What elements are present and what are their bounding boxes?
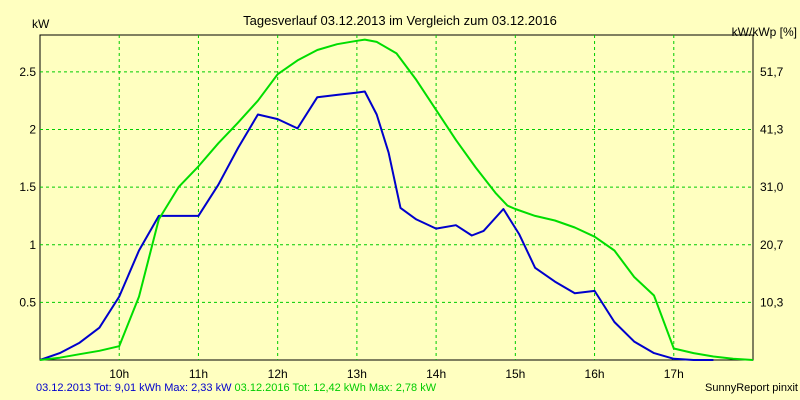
y-tick-label-left: 2.5 bbox=[19, 65, 36, 79]
x-tick-label: 13h bbox=[347, 367, 367, 381]
y-axis-label-right: kW/kWp [%] bbox=[732, 25, 797, 39]
x-tick-label: 15h bbox=[505, 367, 525, 381]
tick-layer: 10h 11h 12h 13h 14h 15h 16h 17h 0.5 10,3 1 20,7 1.5 3… bbox=[19, 65, 783, 381]
y-tick-label-right: 31,0 bbox=[760, 180, 784, 194]
plot-area bbox=[39, 34, 754, 361]
series-layer bbox=[39, 38, 754, 361]
y-tick-label-left: 0.5 bbox=[19, 295, 36, 309]
x-tick-label: 12h bbox=[268, 367, 288, 381]
series-line-03-12-2016 bbox=[39, 38, 754, 361]
legend-series-2013: 03.12.2013 Tot: 9,01 kWh Max: 2,33 kW bbox=[36, 382, 232, 394]
x-tick-label: 10h bbox=[109, 367, 129, 381]
x-tick-label: 11h bbox=[189, 367, 208, 381]
y-tick-label-right: 20,7 bbox=[760, 238, 784, 252]
y-tick-label-left: 1 bbox=[29, 238, 36, 252]
footer-credit: SunnyReport pinxit bbox=[705, 382, 798, 394]
y-tick-label-right: 41,3 bbox=[760, 123, 784, 137]
y-tick-label-right: 51,7 bbox=[760, 65, 784, 79]
x-tick-label: 16h bbox=[585, 367, 605, 381]
y-tick-label-left: 1.5 bbox=[19, 180, 36, 194]
y-tick-label-left: 2 bbox=[29, 123, 36, 137]
x-tick-label: 17h bbox=[664, 367, 684, 381]
grid-layer bbox=[40, 35, 753, 360]
y-tick-label-right: 10,3 bbox=[760, 295, 784, 309]
y-axis-label-left: kW bbox=[32, 17, 50, 31]
x-tick-label: 14h bbox=[426, 367, 446, 381]
chart-title: Tagesverlauf 03.12.2013 im Vergleich zum… bbox=[243, 13, 557, 28]
legend-series-2016: 03.12.2016 Tot: 12,42 kWh Max: 2,78 kW bbox=[234, 382, 437, 394]
footer-legend: 03.12.2013 Tot: 9,01 kWh Max: 2,33 kW 03… bbox=[36, 382, 436, 394]
